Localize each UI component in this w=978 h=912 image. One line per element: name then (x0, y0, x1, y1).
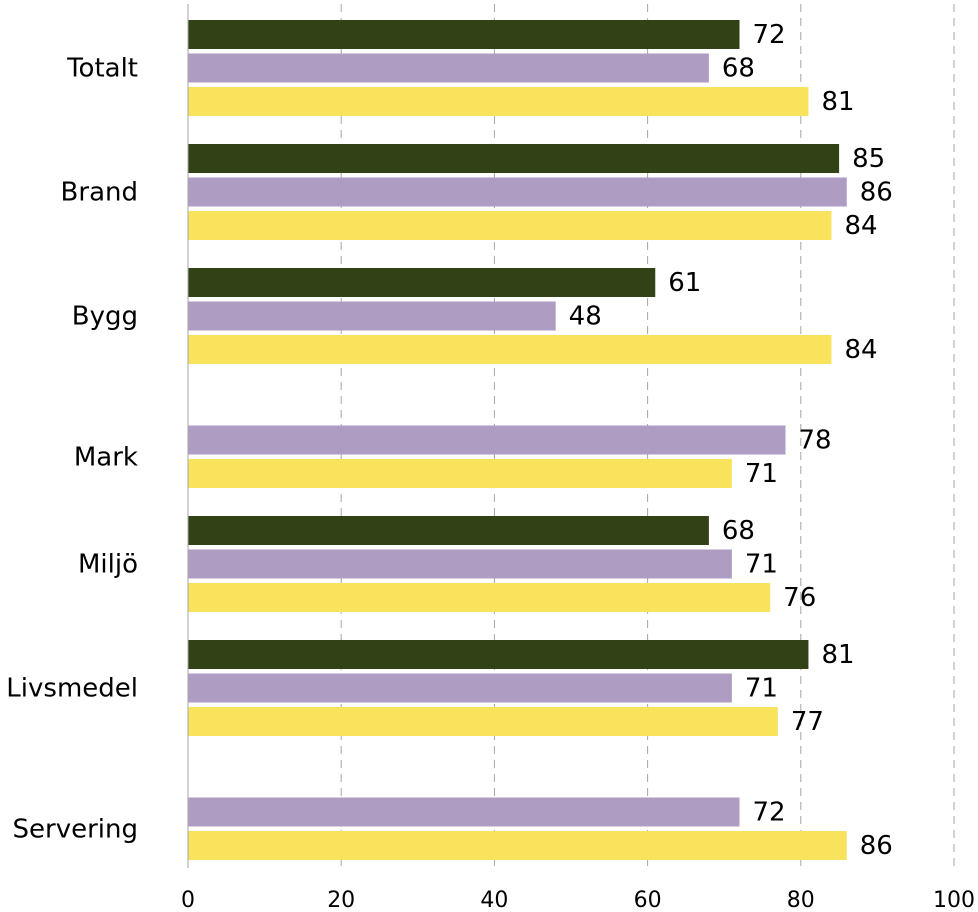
bar (188, 831, 847, 860)
x-tick-label: 40 (480, 888, 508, 912)
data-label: 85 (852, 144, 885, 174)
category-label: Totalt (66, 54, 138, 84)
bar (188, 516, 709, 545)
data-label: 81 (821, 640, 854, 670)
data-label: 48 (569, 302, 602, 332)
bar-layer (188, 20, 847, 860)
data-label: 71 (745, 459, 778, 489)
category-label: Bygg (72, 302, 138, 332)
bar (188, 177, 847, 207)
category-label: Miljö (78, 550, 138, 580)
bar (188, 673, 732, 703)
x-tick-label: 0 (181, 888, 195, 912)
x-tick-label: 80 (787, 888, 815, 912)
bar (188, 640, 809, 669)
bar (188, 53, 709, 83)
x-tick-label: 60 (634, 888, 662, 912)
bar (188, 335, 832, 364)
data-label: 81 (821, 87, 854, 117)
x-tick-label: 100 (933, 888, 975, 912)
x-tick-label: 20 (327, 888, 355, 912)
data-label: 68 (722, 516, 755, 546)
data-label: 84 (844, 335, 877, 365)
bar (188, 797, 740, 827)
category-label: Brand (61, 178, 138, 208)
bar (188, 87, 809, 116)
bar (188, 707, 778, 736)
bar (188, 211, 832, 240)
bar (188, 425, 786, 455)
bar (188, 268, 656, 297)
bar (188, 549, 732, 579)
category-label: Livsmedel (6, 674, 138, 704)
data-label: 78 (798, 426, 831, 456)
data-label: 71 (745, 674, 778, 704)
bar (188, 459, 732, 488)
bar (188, 301, 556, 331)
data-label: 86 (860, 831, 893, 861)
data-label: 71 (745, 550, 778, 580)
data-label: 72 (753, 798, 786, 828)
category-label: Servering (13, 814, 138, 844)
bar (188, 583, 771, 612)
data-label: 72 (753, 20, 786, 50)
category-label: Mark (74, 442, 138, 472)
label-layer: 726881Totalt858684Brand614884Bygg7871Mar… (6, 20, 893, 861)
data-label: 76 (783, 583, 816, 613)
data-label: 86 (860, 178, 893, 208)
data-label: 77 (791, 707, 824, 737)
data-label: 61 (668, 268, 701, 298)
data-label: 84 (844, 211, 877, 241)
data-label: 68 (722, 54, 755, 84)
bar (188, 144, 840, 173)
bar (188, 20, 740, 49)
axis-layer: 0 20 40 60 80 100 (181, 4, 975, 912)
